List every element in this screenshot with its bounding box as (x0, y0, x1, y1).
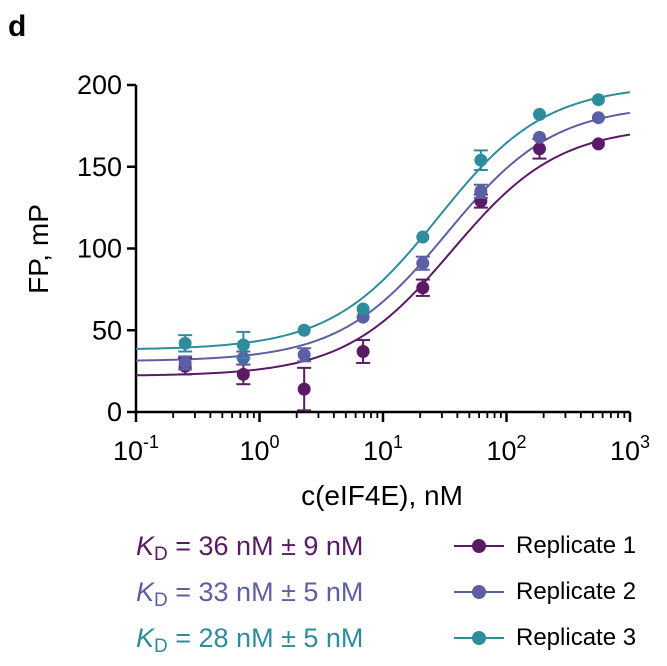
x-tick-label: 10-1 (113, 432, 159, 466)
data-point-rep3 (532, 107, 546, 121)
panel-label: d (8, 10, 26, 43)
data-point-rep2 (178, 356, 192, 370)
data-point-rep3 (416, 230, 430, 244)
data-point-rep2 (532, 130, 546, 144)
fit-curve-rep1 (135, 133, 631, 377)
data-point-rep3 (474, 153, 488, 167)
data-point-rep1 (591, 137, 605, 151)
data-point-rep1 (297, 382, 311, 396)
kd-value: = 33 nM ± 5 nM (167, 577, 364, 607)
data-point-rep2 (297, 348, 311, 362)
x-tick-label: 103 (610, 432, 650, 466)
kd-subscript: D (154, 590, 168, 611)
legend-label: Replicate 2 (516, 578, 637, 605)
fit-curve-rep2 (135, 111, 631, 362)
legend-entry-rep1: Replicate 1 (448, 528, 636, 574)
x-tick-label: 101 (363, 432, 403, 466)
kd-values: KD = 36 nM ± 9 nM KD = 33 nM ± 5 nM KD =… (136, 528, 363, 666)
data-point-rep3 (178, 336, 192, 350)
legend-label: Replicate 3 (516, 624, 637, 651)
data-point-rep2 (416, 256, 430, 270)
y-tick-label: 200 (77, 70, 122, 100)
data-point-rep1 (532, 142, 546, 156)
data-point-rep3 (236, 338, 250, 352)
y-tick-label: 0 (107, 397, 122, 427)
y-tick-label: 50 (92, 315, 122, 345)
kd-line-rep3: KD = 28 nM ± 5 nM (136, 620, 363, 666)
legend-label: Replicate 1 (516, 532, 637, 559)
kd-value: = 36 nM ± 9 nM (167, 531, 364, 561)
legend-marker-icon (454, 585, 504, 599)
y-tick-label: 100 (77, 234, 122, 264)
kd-subscript: D (154, 636, 168, 657)
data-point-rep3 (591, 93, 605, 107)
chart: d 0 50 100 150 200 10-1 100 101 102 103 FP, mP c(… (8, 10, 650, 511)
kd-subscript: D (154, 544, 168, 565)
kd-line-rep1: KD = 36 nM ± 9 nM (136, 528, 363, 574)
data-point-rep3 (356, 302, 370, 316)
data-point-rep1 (416, 281, 430, 295)
plot-area: 0 50 100 150 200 10-1 100 101 102 103 (77, 70, 650, 466)
legend-marker-icon (454, 631, 504, 645)
kd-symbol: K (136, 623, 155, 653)
legend-marker-icon (454, 539, 504, 553)
fit-curve-rep3 (135, 91, 631, 350)
kd-symbol: K (136, 577, 155, 607)
legend-entry-rep3: Replicate 3 (448, 620, 636, 666)
data-point-rep3 (297, 323, 311, 337)
kd-symbol: K (136, 531, 155, 561)
data-point-rep1 (236, 367, 250, 381)
data-point-rep2 (591, 111, 605, 125)
kd-line-rep2: KD = 33 nM ± 5 nM (136, 574, 363, 620)
data-point-rep1 (356, 345, 370, 359)
kd-value: = 28 nM ± 5 nM (167, 623, 364, 653)
data-point-rep2 (474, 184, 488, 198)
legend: Replicate 1 Replicate 2 Replicate 3 (448, 528, 636, 666)
legend-entry-rep2: Replicate 2 (448, 574, 636, 620)
x-tick-label: 102 (486, 432, 526, 466)
x-axis-label: c(eIF4E), nM (301, 480, 463, 511)
x-tick-label: 100 (239, 432, 279, 466)
y-axis-label: FP, mP (23, 204, 54, 294)
y-tick-label: 150 (77, 152, 122, 182)
